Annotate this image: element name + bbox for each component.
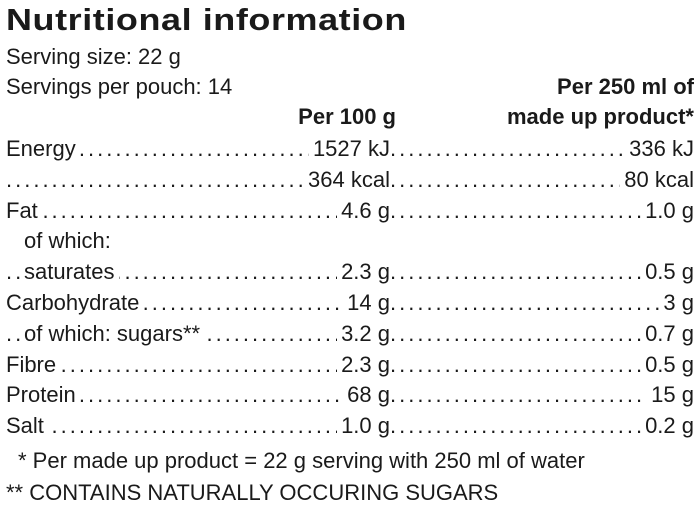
serving-size: Serving size: 22 g — [6, 44, 181, 69]
value-per-250ml: 336 kJ — [625, 136, 694, 162]
value-per-100g: 364 kcal — [304, 166, 390, 193]
value-per-250ml: 80 kcal — [620, 166, 694, 193]
table-row: ........................................… — [6, 413, 694, 445]
nutrient-label: Protein — [6, 382, 80, 409]
value-per-100g: 2.3 g — [337, 351, 390, 378]
dot-leader: ........................................… — [6, 197, 390, 223]
nutrient-label: Energy — [6, 136, 80, 162]
table-row: ........................................… — [6, 351, 694, 384]
table-row: ........................................… — [6, 290, 694, 322]
table-row: ........................................… — [6, 197, 694, 230]
value-per-100g: 1527 kJ — [308, 136, 390, 162]
column-header-per-250ml-line2: made up product* — [506, 104, 694, 129]
nutrient-label: of which: sugars** — [24, 320, 205, 347]
table-row: ........................................… — [6, 382, 694, 414]
nutrient-label: Fat — [6, 197, 42, 224]
page-title: Nutritional information — [6, 2, 407, 37]
value-per-100g: 4.6 g — [337, 197, 390, 224]
table-row: ........................................… — [6, 320, 694, 353]
value-per-250ml: 0.5 g — [641, 351, 694, 378]
value-per-100g: 14 g — [343, 290, 390, 316]
table-row: of which: — [6, 228, 694, 260]
value-per-250ml: 0.2 g — [641, 413, 694, 440]
footnote-made-up-product: * Per made up product = 22 g serving wit… — [18, 448, 585, 473]
servings-per-pouch: Servings per pouch: 14 — [6, 74, 233, 99]
column-header-per-100g: Per 100 g — [298, 104, 396, 129]
dot-leader: ........................................… — [6, 351, 390, 377]
value-per-100g: 3.2 g — [337, 320, 390, 347]
column-header-per-250ml-line1: Per 250 ml of — [557, 74, 694, 99]
value-per-100g: 1.0 g — [337, 413, 390, 440]
value-per-250ml: 1.0 g — [641, 197, 694, 224]
value-per-250ml: 15 g — [647, 382, 694, 409]
nutrient-label: Carbohydrate — [6, 290, 144, 316]
value-per-250ml: 0.7 g — [641, 320, 694, 347]
table-row: ........................................… — [6, 136, 694, 168]
value-per-250ml: 3 g — [659, 290, 694, 316]
value-per-250ml: 0.5 g — [641, 259, 694, 286]
dot-leader: ........................................… — [390, 382, 694, 408]
nutrient-label: Fibre — [6, 351, 61, 378]
dot-leader: ........................................… — [390, 290, 694, 315]
nutrition-panel: Nutritional information Serving size: 22… — [6, 0, 694, 516]
nutrient-label: Salt — [6, 413, 48, 440]
table-row: ........................................… — [6, 259, 694, 291]
nutrient-label: saturates — [24, 259, 119, 286]
footnote-sugars: ** CONTAINS NATURALLY OCCURING SUGARS — [6, 480, 499, 505]
dot-leader: ........................................… — [6, 413, 390, 439]
nutrient-label: of which: — [24, 228, 115, 255]
value-per-100g: 2.3 g — [337, 259, 390, 286]
value-per-100g: 68 g — [343, 382, 390, 409]
table-row: ........................................… — [6, 166, 694, 199]
